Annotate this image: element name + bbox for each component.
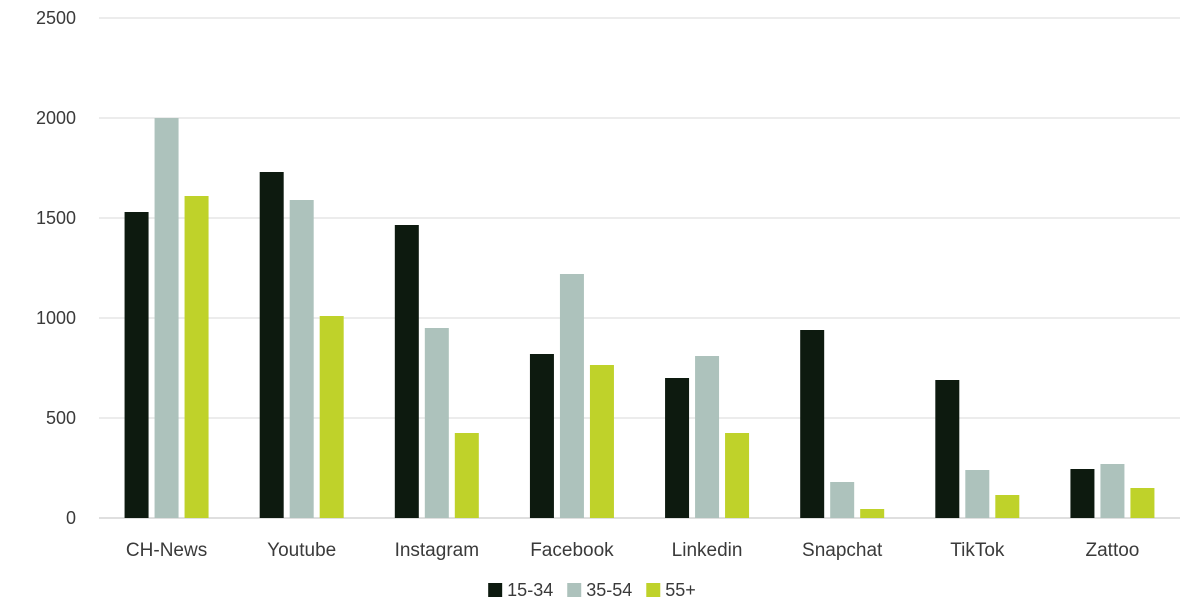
- bar-youtube-55-: [319, 316, 344, 518]
- legend-swatch: [646, 583, 661, 597]
- bar-snapchat-35-54: [830, 482, 855, 518]
- bar-linkedin-35-54: [695, 356, 720, 518]
- legend-swatch: [567, 583, 582, 597]
- bar-zattoo-35-54: [1100, 464, 1125, 518]
- x-category-label: Youtube: [267, 540, 336, 561]
- y-tick-label: 1000: [36, 308, 76, 328]
- bar-youtube-35-54: [289, 200, 314, 518]
- bar-tiktok-15-34: [935, 380, 960, 518]
- bar-ch-news-35-54: [154, 118, 179, 518]
- x-category-label: Facebook: [530, 540, 614, 561]
- bar-snapchat-55-: [860, 509, 885, 518]
- bars: [124, 118, 1155, 518]
- legend: 15-34 35-54 55+: [488, 580, 696, 600]
- bar-facebook-35-54: [559, 274, 584, 518]
- y-tick-label: 1500: [36, 208, 76, 228]
- bar-instagram-35-54: [424, 328, 449, 518]
- bar-zattoo-55-: [1130, 488, 1155, 518]
- x-axis-labels: CH-News Youtube Instagram Facebook Linkedin S…: [126, 540, 1139, 561]
- legend-label: 55+: [665, 580, 696, 600]
- bar-zattoo-15-34: [1070, 469, 1095, 518]
- bar-youtube-15-34: [259, 172, 284, 518]
- x-category-label: CH-News: [126, 540, 207, 561]
- x-category-label: Zattoo: [1086, 540, 1140, 561]
- legend-swatch: [488, 583, 503, 597]
- bar-ch-news-55-: [184, 196, 209, 518]
- bar-linkedin-55-: [725, 433, 750, 518]
- y-tick-label: 2500: [36, 8, 76, 28]
- bar-tiktok-55-: [995, 495, 1020, 518]
- legend-label: 35-54: [586, 580, 632, 600]
- y-tick-label: 500: [46, 408, 76, 428]
- x-category-label: Instagram: [395, 540, 479, 561]
- bar-instagram-15-34: [394, 225, 419, 518]
- bar-ch-news-15-34: [124, 212, 149, 518]
- x-category-label: Snapchat: [802, 540, 883, 561]
- legend-label: 15-34: [507, 580, 553, 600]
- bar-tiktok-35-54: [965, 470, 990, 518]
- bar-facebook-15-34: [529, 354, 554, 518]
- bar-snapchat-15-34: [800, 330, 825, 518]
- bar-instagram-55-: [454, 433, 479, 518]
- y-tick-label: 0: [66, 508, 76, 528]
- x-category-label: Linkedin: [672, 540, 743, 561]
- bar-facebook-55-: [589, 365, 614, 518]
- bar-linkedin-15-34: [665, 378, 690, 518]
- y-tick-label: 2000: [36, 108, 76, 128]
- y-axis-ticks: 0 500 1000 1500 2000 2500: [36, 8, 76, 528]
- x-category-label: TikTok: [950, 540, 1005, 561]
